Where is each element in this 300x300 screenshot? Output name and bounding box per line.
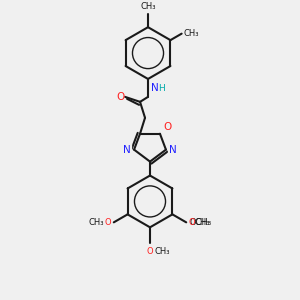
Text: O: O	[116, 92, 124, 102]
Text: N: N	[123, 145, 131, 155]
Text: CH₃: CH₃	[140, 2, 156, 11]
Text: N: N	[151, 83, 159, 93]
Text: O: O	[147, 247, 153, 256]
Text: N: N	[169, 145, 177, 155]
Text: OCH₃: OCH₃	[189, 218, 211, 227]
Text: CH₃: CH₃	[155, 247, 170, 256]
Text: O: O	[188, 218, 195, 227]
Text: O: O	[104, 218, 111, 227]
Text: CH₃: CH₃	[194, 218, 210, 227]
Text: H: H	[158, 84, 165, 93]
Text: CH₃: CH₃	[88, 218, 104, 227]
Text: O: O	[163, 122, 171, 132]
Text: CH₃: CH₃	[184, 29, 199, 38]
